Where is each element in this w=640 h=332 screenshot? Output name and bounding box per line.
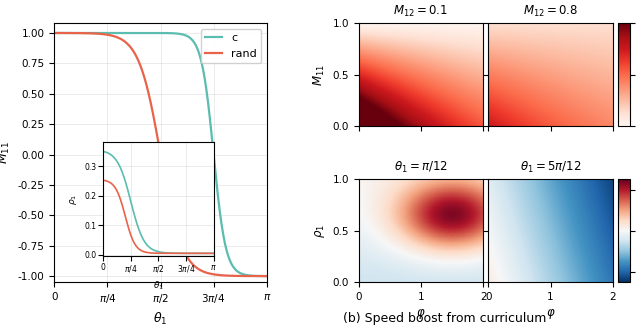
X-axis label: $\theta_1$: $\theta_1$ bbox=[154, 310, 168, 327]
c bbox=[258, 274, 266, 278]
rand bbox=[153, 130, 161, 134]
Line: c: c bbox=[54, 33, 267, 276]
Title: $\theta_1 = \pi/12$: $\theta_1 = \pi/12$ bbox=[394, 160, 448, 175]
Line: rand: rand bbox=[54, 33, 267, 276]
Legend: c, rand: c, rand bbox=[201, 29, 261, 63]
rand bbox=[263, 274, 271, 278]
rand bbox=[152, 123, 159, 127]
Y-axis label: $M_{11}$: $M_{11}$ bbox=[312, 64, 327, 86]
Y-axis label: $M_{11}$: $M_{11}$ bbox=[0, 141, 12, 164]
Title: $M_{12} = 0.1$: $M_{12} = 0.1$ bbox=[394, 4, 449, 19]
Y-axis label: $\rho_1$: $\rho_1$ bbox=[313, 224, 327, 238]
c bbox=[51, 31, 58, 35]
c bbox=[152, 31, 159, 35]
rand bbox=[165, 199, 173, 203]
X-axis label: $\varphi$: $\varphi$ bbox=[546, 307, 556, 321]
Title: $\theta_1 = 5\pi/12$: $\theta_1 = 5\pi/12$ bbox=[520, 160, 581, 175]
rand bbox=[177, 242, 184, 246]
c bbox=[263, 274, 271, 278]
X-axis label: $\varphi$: $\varphi$ bbox=[416, 307, 426, 321]
c bbox=[177, 32, 184, 36]
rand bbox=[225, 274, 232, 278]
Title: $M_{12} = 0.8$: $M_{12} = 0.8$ bbox=[523, 4, 578, 19]
rand bbox=[258, 274, 266, 278]
c bbox=[165, 31, 173, 35]
rand bbox=[51, 31, 58, 35]
Text: (b) Speed boost from curriculum: (b) Speed boost from curriculum bbox=[343, 312, 547, 325]
c bbox=[153, 31, 161, 35]
c bbox=[225, 254, 232, 258]
